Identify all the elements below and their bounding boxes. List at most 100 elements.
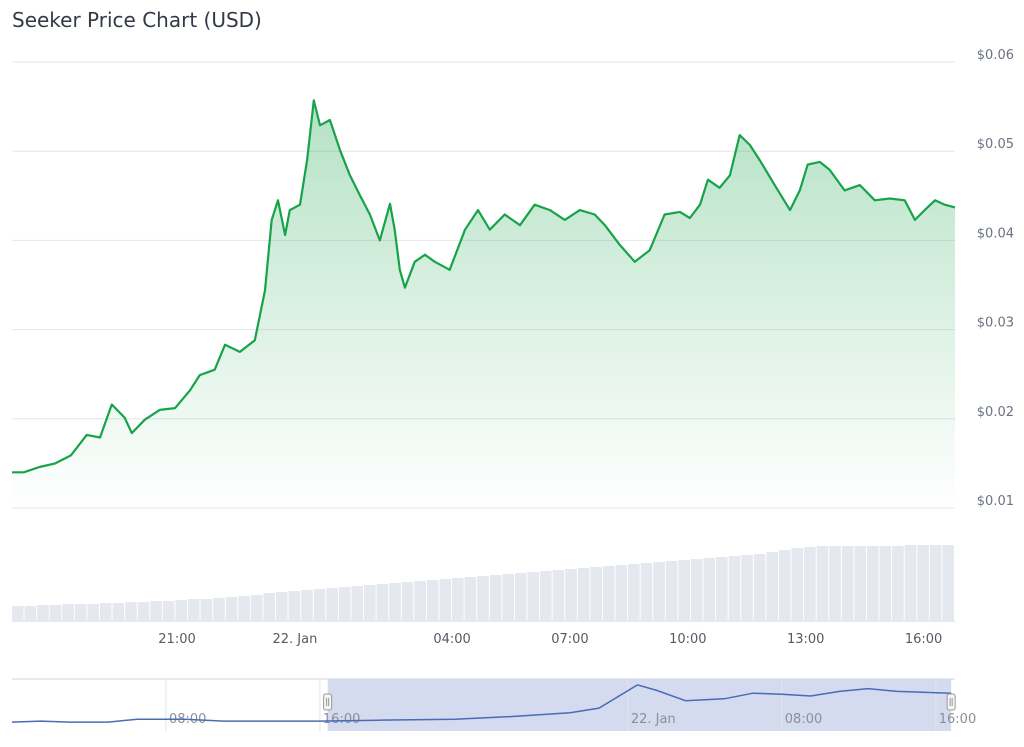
volume-bar (439, 579, 452, 620)
volume-bar (263, 593, 276, 620)
volume-bar (816, 546, 829, 620)
y-tick-label: $0.06 (977, 48, 1014, 63)
volume-bar (150, 601, 162, 620)
volume-bar (552, 570, 565, 620)
volume-bar (301, 590, 313, 620)
x-tick-label: 16:00 (905, 632, 942, 647)
volume-bar (690, 559, 703, 620)
volume-bar (313, 589, 326, 620)
volume-bar (112, 603, 125, 620)
volume-bar (477, 576, 489, 620)
volume-bar (716, 557, 728, 620)
volume-bar (162, 601, 175, 620)
volume-bar (929, 545, 942, 620)
y-tick-label: $0.05 (977, 137, 1014, 152)
volume-bar (904, 545, 917, 620)
navigator-series (11, 684, 952, 723)
volume-bar (389, 583, 401, 620)
volume-bar (464, 577, 477, 620)
navigator-tick-label: 08:00 (785, 712, 822, 727)
volume-bar (137, 602, 150, 620)
x-tick-label: 04:00 (433, 632, 470, 647)
navigator-handle-left[interactable] (323, 693, 333, 711)
navigator-tick-label: 16:00 (323, 712, 360, 727)
volume-bar (200, 599, 213, 620)
volume-bar (703, 558, 716, 620)
x-tick-label: 10:00 (669, 632, 706, 647)
y-tick-label: $0.04 (977, 226, 1014, 241)
volume-bar (24, 606, 37, 620)
volume-bar (87, 604, 100, 620)
navigator-tick-label: 22. Jan (631, 712, 676, 727)
volume-bar (753, 554, 766, 620)
volume-bar (100, 603, 112, 620)
volume-bar (502, 574, 514, 620)
volume-bar (942, 545, 954, 620)
volume-bar (917, 545, 929, 620)
volume-bar (653, 562, 665, 620)
volume-bar (766, 552, 778, 620)
volume-bar (351, 586, 364, 620)
volume-bar (540, 571, 552, 620)
volume-bar (288, 591, 301, 620)
volume-bar (364, 585, 376, 620)
volume-bar (728, 556, 741, 620)
volume-bar (489, 575, 502, 620)
volume-bar (665, 561, 678, 620)
volume-bar (125, 602, 137, 620)
navigator-tick-label: 16:00 (939, 712, 976, 727)
volume-bar (414, 581, 426, 620)
volume-bar (741, 555, 753, 620)
volume-bar (452, 578, 464, 620)
volume-bar (188, 599, 200, 620)
volume-bar (62, 604, 74, 620)
volume-bar (565, 569, 577, 620)
volume-bar (778, 550, 791, 620)
volume-bar (841, 546, 854, 620)
volume-bar (326, 588, 338, 620)
y-tick-label: $0.01 (977, 494, 1014, 509)
volume-bar (213, 598, 225, 620)
x-tick-label: 22. Jan (272, 632, 317, 647)
x-tick-label: 21:00 (158, 632, 195, 647)
volume-bar (338, 587, 351, 620)
navigator-selected-range (327, 679, 952, 731)
volume-bar (225, 597, 238, 620)
chart-title: Seeker Price Chart (USD) (12, 8, 262, 32)
volume-bar (175, 600, 188, 620)
volume-bar (879, 546, 892, 620)
price-line (12, 99, 956, 474)
y-tick-label: $0.03 (977, 316, 1014, 331)
volume-bar (804, 547, 816, 620)
volume-bar (602, 566, 615, 620)
volume-bar (527, 572, 540, 620)
volume-bar (238, 596, 250, 620)
volume-bar (628, 564, 640, 620)
volume-bar (854, 546, 866, 620)
volume-bar (49, 605, 62, 620)
volume-bar (590, 567, 602, 620)
volume-bar (640, 563, 653, 620)
volume-bar (74, 604, 87, 620)
volume-bar (615, 565, 628, 620)
volume-bar (577, 568, 590, 620)
volume-bar (514, 573, 527, 620)
volume-bar (376, 584, 389, 620)
volume-bar (892, 546, 904, 620)
volume-bar (401, 582, 414, 620)
y-tick-label: $0.02 (977, 405, 1014, 420)
volume-bar (829, 546, 841, 620)
navigator-handle-right[interactable] (946, 693, 956, 711)
price-area (12, 100, 955, 509)
x-tick-label: 13:00 (787, 632, 824, 647)
volume-bar (250, 595, 263, 620)
volume-bar (37, 605, 49, 620)
volume-bar (678, 560, 690, 620)
x-tick-label: 07:00 (551, 632, 588, 647)
volume-bar (276, 592, 288, 620)
volume-bar (426, 580, 439, 620)
volume-bar (866, 546, 879, 620)
volume-bar (791, 548, 804, 620)
